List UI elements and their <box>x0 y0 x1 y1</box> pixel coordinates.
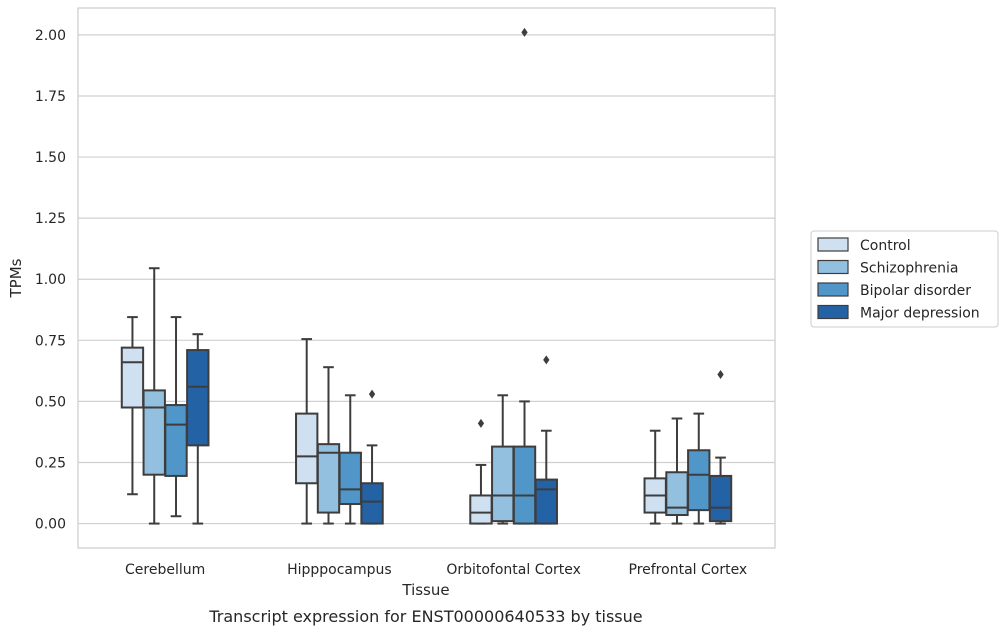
y-tick-label: 2.00 <box>35 28 66 44</box>
x-axis-ticks: Cerebellum Hipppocampus Orbitofontal Corte… <box>125 562 747 578</box>
x-tick-label: Hipppocampus <box>287 562 392 578</box>
box-2-3 <box>534 355 558 525</box>
legend-swatch <box>817 259 849 275</box>
outlier-point <box>717 370 724 380</box>
outlier-point <box>543 355 550 365</box>
legend-swatch <box>817 237 849 252</box>
box-0-2 <box>164 316 188 518</box>
x-axis-label: Tissue <box>401 581 449 599</box>
legend-label: Bipolar disorder <box>860 283 971 299</box>
y-tick-label: 0.50 <box>35 394 66 410</box>
x-tick-label: Cerebellum <box>125 562 205 578</box>
box-iqr <box>142 389 166 476</box>
box-1-3 <box>360 389 384 525</box>
outlier-point <box>477 418 485 428</box>
y-axis-ticks: 0.00 0.25 0.50 0.75 1.00 1.25 1.50 1.75 2.00 <box>35 28 66 533</box>
box-iqr <box>295 412 319 485</box>
y-tick-label: 0.25 <box>35 455 66 471</box>
legend-label: Schizophrenia <box>860 261 958 277</box>
x-tick-label: Orbitofontal Cortex <box>446 562 581 578</box>
outlier-point <box>368 389 376 399</box>
box-2-2 <box>512 27 537 525</box>
legend-swatch <box>817 282 849 297</box>
box-3-0 <box>643 429 667 525</box>
box-iqr <box>338 451 362 506</box>
box-3-1 <box>665 417 689 525</box>
box-iqr <box>120 346 145 409</box>
y-tick-label: 1.75 <box>35 89 66 105</box>
box-2-1 <box>491 394 515 525</box>
y-tick-label: 1.50 <box>35 150 66 166</box>
box-0-0 <box>120 316 145 496</box>
box-iqr <box>708 474 733 523</box>
y-tick-label: 1.25 <box>35 211 66 227</box>
box-0-3 <box>186 333 210 525</box>
box-1-0 <box>295 338 319 525</box>
box-2-0 <box>469 418 493 525</box>
outlier-point <box>521 27 528 37</box>
boxes <box>120 27 733 525</box>
box-3-2 <box>687 412 711 525</box>
plot-area-frame <box>77 7 776 549</box>
legend-swatch <box>817 304 849 320</box>
box-iqr <box>469 494 493 525</box>
legend: Control Schizophrenia Bipolar disorder Majo… <box>810 230 999 328</box>
box-0-1 <box>142 267 166 525</box>
box-iqr <box>534 478 558 525</box>
legend-label: Control <box>860 238 911 254</box>
legend-label: Major depression <box>860 306 980 322</box>
y-tick-label: 0.00 <box>35 517 66 533</box>
x-tick-label: Prefrontal Cortex <box>629 562 748 578</box>
box-1-1 <box>316 366 341 525</box>
legend-frame <box>810 230 999 328</box>
box-iqr <box>360 482 384 525</box>
box-iqr <box>491 445 515 523</box>
box-iqr <box>512 445 537 525</box>
y-tick-label: 1.00 <box>35 272 66 288</box>
y-axis-label: TPMs <box>7 258 25 298</box>
box-1-2 <box>338 394 362 525</box>
y-tick-label: 0.75 <box>35 333 66 349</box>
box-iqr <box>316 443 341 514</box>
box-iqr <box>164 404 188 477</box>
box-iqr <box>687 449 711 512</box>
box-iqr <box>186 349 210 447</box>
chart-caption: Transcript expression for ENST0000064053… <box>208 607 642 626</box>
box-3-3 <box>708 370 733 525</box>
